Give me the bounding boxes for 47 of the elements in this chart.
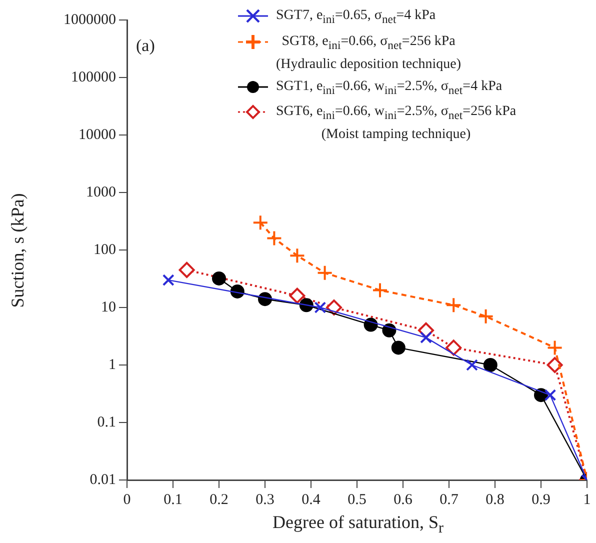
y-tick-label: 1000000 <box>64 12 116 28</box>
x-tick-label: 0.1 <box>164 492 182 508</box>
x-tick-label: 0.2 <box>210 492 228 508</box>
x-tick-label: 0.9 <box>532 492 550 508</box>
point <box>314 302 326 314</box>
x-tick-label: 1 <box>583 492 591 508</box>
x-tick-label: 0 <box>123 492 131 508</box>
point <box>466 359 478 371</box>
point <box>212 271 226 286</box>
y-tick-label: 10 <box>101 299 116 316</box>
annotation: (a) <box>136 36 155 56</box>
point <box>420 332 432 344</box>
point <box>446 297 462 314</box>
y-tick-label: 1000 <box>86 184 116 200</box>
x-tick-label: 0.8 <box>486 492 504 508</box>
point <box>546 357 563 373</box>
point <box>289 248 306 264</box>
x-tick-label: 0.5 <box>348 492 366 508</box>
point <box>546 340 563 356</box>
point <box>446 340 462 356</box>
point <box>391 340 406 355</box>
point <box>162 274 174 286</box>
legend-label: SGT6, e$_{ini}$=0.66, w$_{ini}$=2.5%, σ$_{net}$=256 kPa (Moist tamping technique) <box>276 103 516 144</box>
point <box>178 262 195 278</box>
x-tick-label: 0.6 <box>394 492 413 508</box>
x-tick-label: 0.3 <box>256 492 274 508</box>
y-tick-label: 0.01 <box>90 472 116 488</box>
point <box>252 214 268 231</box>
x-tick-label: 0.7 <box>440 492 459 508</box>
y-tick-label: 100000 <box>71 69 116 86</box>
point <box>372 282 388 298</box>
point <box>478 308 494 324</box>
point <box>483 358 498 372</box>
y-tick-label: 100 <box>94 242 116 258</box>
legend-label: SGT7, e$_{ini}$=0.65, σ$_{net}$=4 kPa <box>276 7 436 28</box>
point <box>316 264 333 281</box>
y-tick-label: 1 <box>108 356 116 373</box>
point <box>266 230 282 246</box>
point <box>289 288 306 304</box>
y-axis-title: Suction, s (kPa) <box>8 192 28 310</box>
x-tick-label: 0.4 <box>302 492 321 508</box>
legend-label: SGT1, e$_{ini}$=0.66, w$_{ini}$=2.5%, σ$_{net}$=4 kPa <box>276 78 502 98</box>
legend-label: SGT8, e$_{ini}$=0.66, σ$_{net}$=256 kPa (Hydraulic deposition technique) <box>276 32 462 74</box>
y-tick-label: 10000 <box>78 126 116 143</box>
point <box>544 389 556 402</box>
x-axis-title: Degree of saturation, S$_{r}$ <box>272 512 444 538</box>
y-tick-label: 0.1 <box>97 414 116 430</box>
